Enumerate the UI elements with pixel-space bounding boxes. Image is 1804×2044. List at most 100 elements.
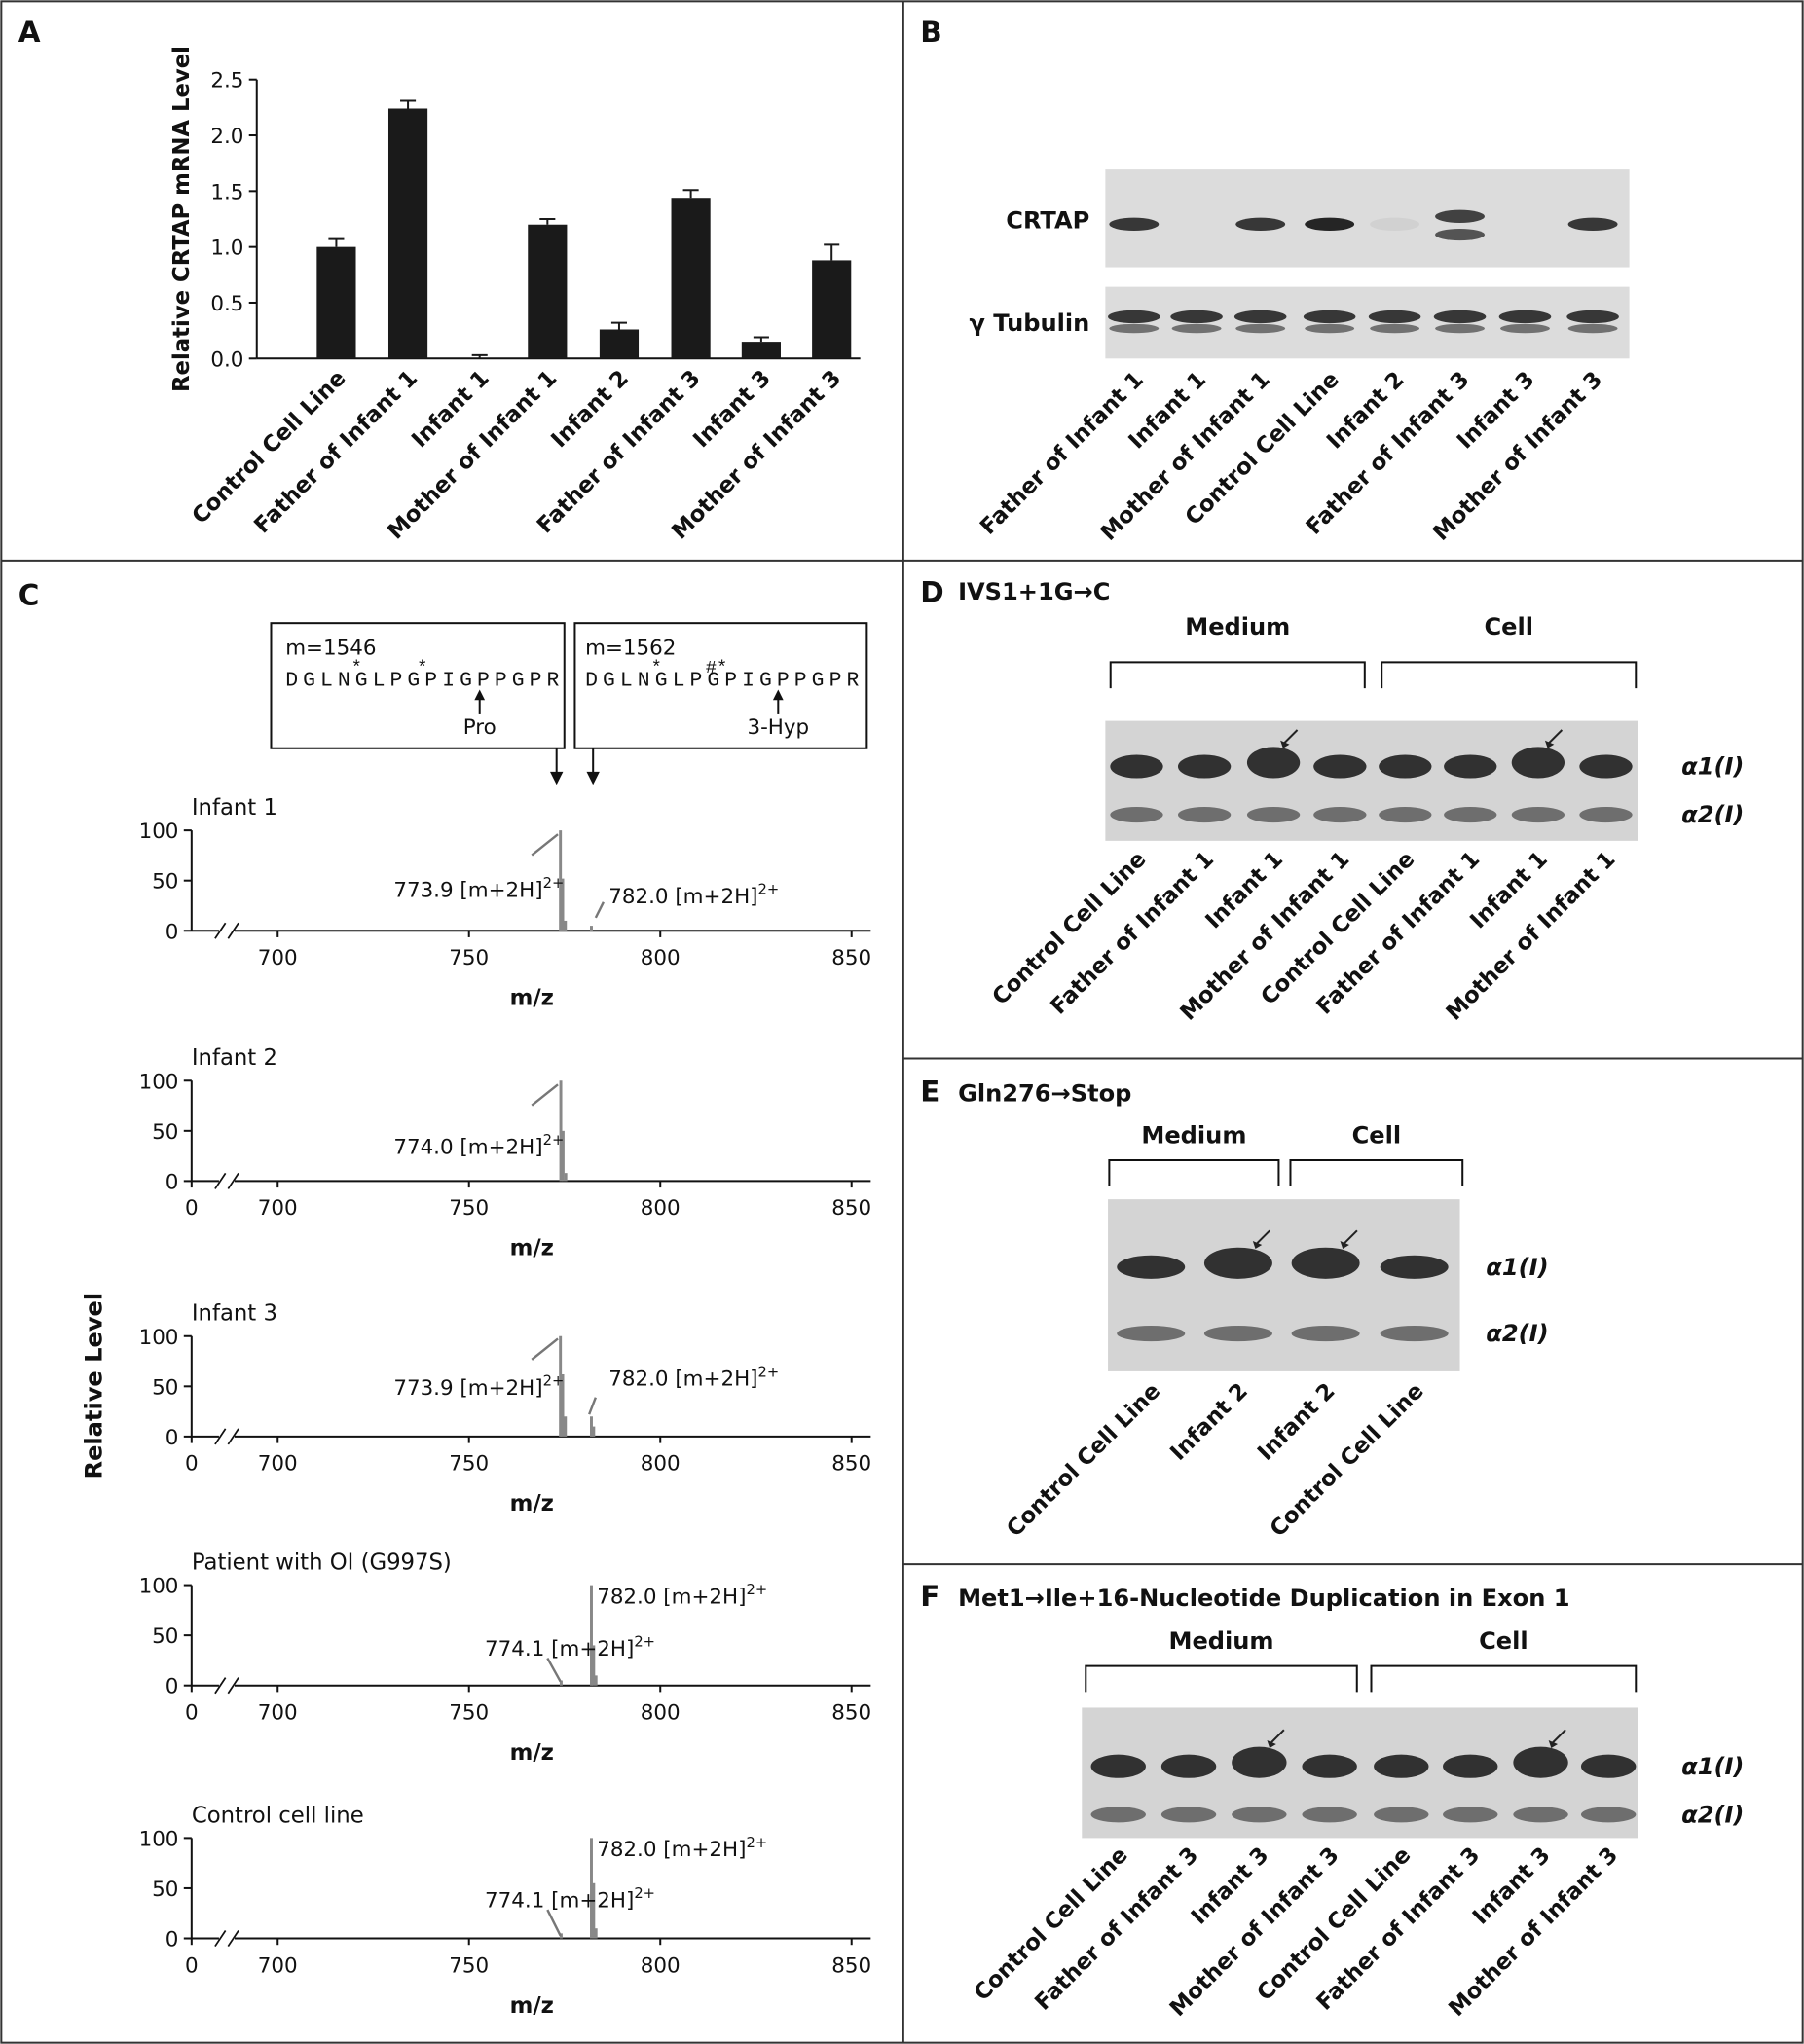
peak-annotation: 774.1 [m+2H]2+ [485,1634,655,1661]
band [1380,1326,1449,1342]
band [1233,310,1287,324]
x-tick-label: 800 [641,1196,681,1221]
panel-label: A [18,16,41,49]
x-tick-label: 700 [258,946,298,970]
band [1232,1807,1287,1823]
band [1374,1807,1429,1823]
band-label: α2(I) [1486,1320,1548,1347]
arrow-head [550,771,564,785]
panel-label: D [920,576,943,609]
leader [546,1909,562,1937]
arrow-head [1280,740,1290,748]
arrow-head [1340,1241,1349,1250]
band [1580,1754,1637,1778]
annotation-text: 774.1 [m+2H] [485,1888,634,1913]
band [1203,1247,1272,1279]
bracket [1381,661,1638,689]
panel-label: C [18,578,40,611]
peak-annotation: 774.1 [m+2H]2+ [485,1885,655,1913]
peak-annotation: 773.9 [m+2H]2+ [393,1373,564,1401]
bar [316,246,356,359]
mutant-arrow [1256,1229,1270,1245]
leader [531,833,559,857]
bar [741,342,781,359]
annotation-text: 773.9 [m+2H] [393,878,542,902]
y-tick-label: 50 [152,1878,178,1902]
annotation-text: 774.0 [m+2H] [393,1135,542,1159]
band [1291,1247,1360,1279]
band-label: α2(I) [1681,1801,1744,1828]
band [1232,1746,1287,1778]
band [1513,1746,1568,1778]
axis-break [214,922,227,939]
peak-annotation: 782.0 [m+2H]2+ [597,1835,767,1862]
band [1566,310,1619,324]
x-tick-label: 850 [831,1196,871,1221]
y-tick-label: 0.0 [210,347,243,372]
band [1380,1255,1449,1279]
band [1303,310,1356,324]
y-axis-title: Relative Level [80,1293,107,1479]
band [1109,217,1160,232]
band [1170,310,1223,324]
band [1246,807,1301,823]
panel-title: IVS1+1G→C [958,578,1110,605]
y-tick-label: 100 [139,820,179,844]
mutant-arrow [1283,729,1299,745]
x-tick-label: 0 [185,1701,199,1726]
axis-break [227,1428,239,1445]
y-tick-label: 0 [166,920,179,944]
peptide-residue: 3-Hyp [747,715,809,740]
x-tick-label: 700 [258,1701,298,1726]
peptide-box [270,622,566,749]
band [1117,1326,1186,1342]
peptide-mass: m=1546 [285,636,376,660]
mutant-arrow [1548,729,1564,745]
peptide-mass: m=1562 [585,636,676,660]
band [1117,1255,1186,1279]
leader [588,1397,597,1415]
x-tick-label: 700 [258,1452,298,1477]
band [1177,754,1232,779]
bracket [1085,1664,1358,1693]
x-tick-label: 850 [831,1701,871,1726]
spectrum-title: Patient with OI (G997S) [192,1550,452,1575]
group-label: Cell [1484,613,1533,640]
y-tick-label: 100 [139,1326,179,1350]
annotation-charge: 2+ [758,1364,780,1380]
band [1498,310,1552,324]
band [1433,310,1487,324]
band [1435,323,1485,334]
mutant-arrow [1551,1729,1566,1744]
gel [1105,720,1638,841]
axis-break [227,1172,239,1189]
x-tick-label: 0 [185,1196,199,1221]
axis-break [214,1929,227,1948]
annotation-text: 782.0 [m+2H] [608,885,757,909]
band [1305,217,1355,232]
bracket [1289,1158,1464,1186]
y-tick-label: 1.0 [210,237,243,261]
lane-label: Infant 2 [1253,1378,1341,1466]
annotation-charge: 2+ [543,1132,565,1149]
gel [1105,286,1630,359]
y-tick-label: 0 [166,1928,179,1953]
peptide-marks: * #* [585,657,760,678]
band [1110,807,1163,823]
spectrum-title: Infant 3 [192,1301,277,1327]
group-label: Cell [1352,1122,1402,1150]
bar [387,108,428,359]
y-tick-label: 2.5 [210,69,243,93]
y-tick-label: 50 [152,1624,178,1649]
gel [1105,169,1630,268]
band [1511,747,1565,779]
panel-label: B [920,16,941,49]
x-tick-label: 750 [449,946,489,970]
band [1160,1754,1217,1778]
annotation-charge: 2+ [634,1885,655,1902]
band [1579,754,1633,779]
y-tick-label: 0.5 [210,292,243,316]
lane-label: Control Cell Line [1266,1378,1429,1542]
peak-annotation: 782.0 [m+2H]2+ [597,1582,767,1609]
band [1567,217,1618,232]
